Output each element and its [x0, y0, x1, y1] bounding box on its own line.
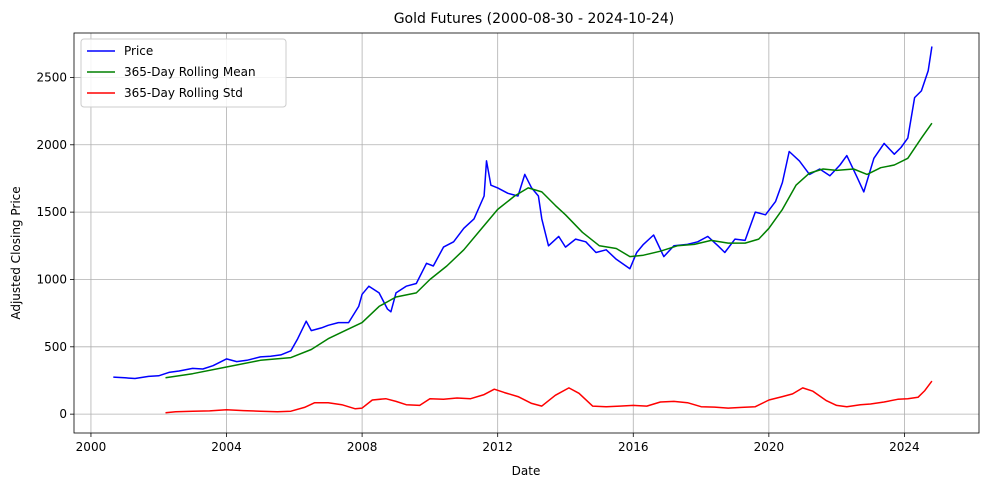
y-tick-label: 2500	[36, 70, 67, 84]
x-tick-label: 2004	[211, 440, 242, 454]
series-line-365-day-rolling-std	[165, 380, 933, 414]
legend-label-365-day-rolling-mean: 365-Day Rolling Mean	[124, 65, 256, 79]
y-tick-label: 1500	[36, 205, 67, 219]
axis-ticks: 2000 2004 2008 2012 2016 2020 2024 0 500 1000 1500…	[36, 70, 919, 454]
legend-label-price: Price	[124, 44, 153, 58]
legend-box	[80, 38, 287, 108]
legend: Price 365-Day Rolling Mean 365-Day Rolling…	[80, 38, 287, 108]
y-tick-label: 2000	[36, 138, 67, 152]
x-axis-label: Date	[512, 464, 541, 478]
y-axis-label: Adjusted Closing Price	[9, 186, 23, 319]
x-tick-label: 2000	[76, 440, 107, 454]
x-tick-label: 2020	[754, 440, 785, 454]
y-tick-label: 1000	[36, 272, 67, 286]
grid	[74, 33, 979, 433]
y-tick-label: 0	[59, 407, 67, 421]
x-tick-label: 2024	[889, 440, 920, 454]
x-tick-label: 2012	[482, 440, 513, 454]
legend-label-365-day-rolling-std: 365-Day Rolling Std	[124, 86, 243, 100]
series-line-price	[113, 46, 933, 380]
series-lines	[113, 46, 933, 414]
chart-title: Gold Futures (2000-08-30 - 2024-10-24)	[394, 11, 675, 27]
x-tick-label: 2016	[618, 440, 649, 454]
y-tick-label: 500	[44, 340, 67, 354]
x-tick-label: 2008	[347, 440, 378, 454]
series-line-365-day-rolling-mean	[165, 122, 933, 379]
plot-frame	[73, 32, 980, 434]
